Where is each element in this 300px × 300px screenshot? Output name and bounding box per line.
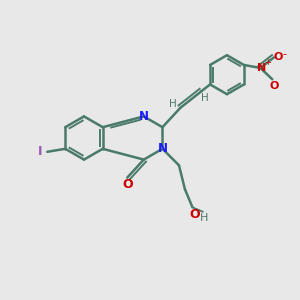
Text: N: N [158,142,167,155]
Text: O: O [274,52,283,62]
Text: N: N [139,110,149,123]
Text: H: H [201,93,208,103]
Text: -: - [282,49,286,59]
Text: H: H [200,213,208,223]
Text: O: O [122,178,133,191]
Text: H: H [169,99,177,109]
Text: N: N [257,63,266,73]
Text: I: I [38,145,42,158]
Text: O: O [269,81,278,91]
Text: +: + [264,58,271,67]
Text: O: O [190,208,200,221]
